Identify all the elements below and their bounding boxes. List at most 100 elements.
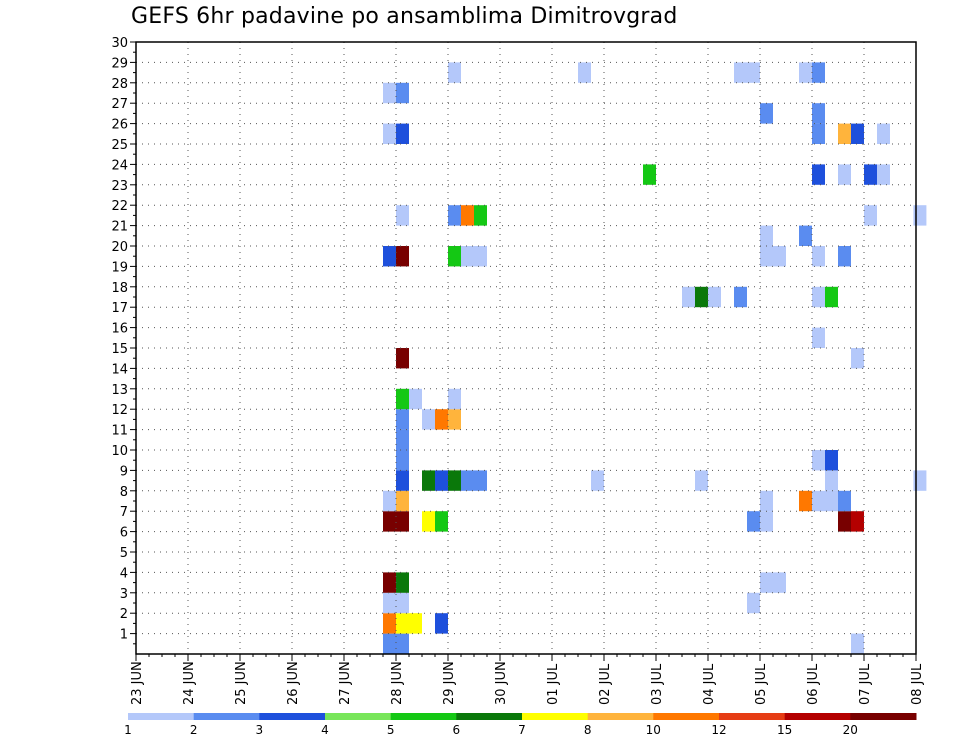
colorbar-label: 5 <box>387 723 395 737</box>
precip-cell <box>396 409 409 430</box>
y-tick-label: 19 <box>111 260 128 275</box>
y-tick-label: 11 <box>111 424 128 439</box>
precip-cell <box>747 62 760 83</box>
precip-cell <box>799 62 812 83</box>
colorbar-swatch <box>193 713 260 720</box>
precip-cell <box>812 327 825 348</box>
y-tick-label: 4 <box>120 566 128 581</box>
y-tick-label: 21 <box>111 220 128 235</box>
precip-cell <box>448 246 461 267</box>
precip-cell <box>760 511 773 532</box>
y-tick-label: 15 <box>111 342 128 357</box>
precip-cell <box>396 429 409 450</box>
precip-cell <box>435 409 448 430</box>
y-tick-label: 18 <box>111 281 128 296</box>
precip-cell <box>812 123 825 144</box>
y-tick-label: 1 <box>120 628 128 643</box>
precip-cell <box>435 470 448 491</box>
precip-cell <box>396 246 409 267</box>
precip-cell <box>461 246 474 267</box>
y-tick-label: 3 <box>120 587 128 602</box>
precip-cell <box>760 246 773 267</box>
precip-cell <box>409 613 422 634</box>
precip-cell <box>734 286 747 308</box>
precip-cell <box>812 450 825 471</box>
y-tick-label: 27 <box>111 97 128 112</box>
precip-cell <box>695 470 708 491</box>
precip-cell <box>799 490 812 512</box>
x-tick-label: 26 JUN <box>286 661 301 705</box>
precip-cell <box>838 246 851 267</box>
precip-cell <box>773 246 786 267</box>
colorbar-label: 12 <box>711 723 726 737</box>
colorbar-swatch <box>850 713 917 720</box>
colorbar-label: 6 <box>452 723 460 737</box>
x-tick-label: 04 JUL <box>702 663 717 705</box>
colorbar-swatch <box>719 713 786 720</box>
precip-cell <box>851 348 864 369</box>
precip-cell <box>747 592 760 614</box>
colorbar-swatch <box>784 713 851 720</box>
precip-cell <box>812 103 825 124</box>
y-tick-label: 29 <box>111 56 128 71</box>
precip-cell <box>474 205 487 226</box>
precip-cell <box>695 286 708 308</box>
colorbar-label: 20 <box>843 723 858 737</box>
x-tick-label: 06 JUL <box>806 663 821 705</box>
precip-cell <box>383 613 396 634</box>
precip-cell <box>448 62 461 83</box>
y-tick-label: 7 <box>120 505 128 520</box>
precip-cell <box>864 205 877 226</box>
x-tick-label: 28 JUN <box>390 661 405 705</box>
precip-cell <box>708 286 721 308</box>
precip-cell <box>838 490 851 512</box>
grid-layer <box>136 42 916 654</box>
y-tick-label: 2 <box>120 607 128 622</box>
x-tick-label: 02 JUL <box>598 663 613 705</box>
precip-cell <box>435 511 448 532</box>
x-tick-label: 23 JUN <box>130 661 145 705</box>
precip-cell <box>812 62 825 83</box>
precip-cell <box>760 490 773 512</box>
precip-cell <box>383 490 396 512</box>
precip-cell <box>396 613 409 634</box>
precip-cell <box>799 225 812 246</box>
y-tick-label: 30 <box>111 36 128 51</box>
x-tick-label: 24 JUN <box>182 661 197 705</box>
x-tick-label: 05 JUL <box>754 663 769 705</box>
y-tick-label: 23 <box>111 179 128 194</box>
y-tick-label: 25 <box>111 138 128 153</box>
precip-cell <box>383 82 396 104</box>
precip-cell <box>448 205 461 226</box>
precip-cell <box>760 572 773 593</box>
y-tick-label: 14 <box>111 362 128 377</box>
x-tick-label: 27 JUN <box>338 661 353 705</box>
precip-cell <box>461 205 474 226</box>
precip-cell <box>812 286 825 308</box>
precip-cell <box>396 490 409 512</box>
colorbar-label: 2 <box>190 723 198 737</box>
colorbar-swatch <box>325 713 392 720</box>
y-tick-label: 17 <box>111 301 128 316</box>
precip-cell <box>396 633 409 654</box>
precip-cell <box>474 246 487 267</box>
precip-cell <box>773 572 786 593</box>
precip-cell <box>396 348 409 369</box>
precip-cell <box>448 409 461 430</box>
precip-cell <box>396 470 409 491</box>
y-tick-label: 6 <box>120 526 128 541</box>
colorbar-swatch <box>587 713 654 720</box>
precip-cell <box>838 164 851 185</box>
precip-cell <box>383 123 396 144</box>
precip-cell <box>682 286 695 308</box>
precip-cell <box>435 613 448 634</box>
y-tick-label: 5 <box>120 546 128 561</box>
x-tick-label: 07 JUL <box>858 663 873 705</box>
precip-cell <box>383 511 396 532</box>
precip-cell <box>838 511 851 532</box>
precip-cell <box>396 592 409 614</box>
precip-cell <box>812 490 825 512</box>
colorbar-layer: 1 2 3 4 5 6 7 8 10 12 15 20 <box>124 713 917 737</box>
y-tick-label: 26 <box>111 118 128 133</box>
precip-cell <box>383 246 396 267</box>
